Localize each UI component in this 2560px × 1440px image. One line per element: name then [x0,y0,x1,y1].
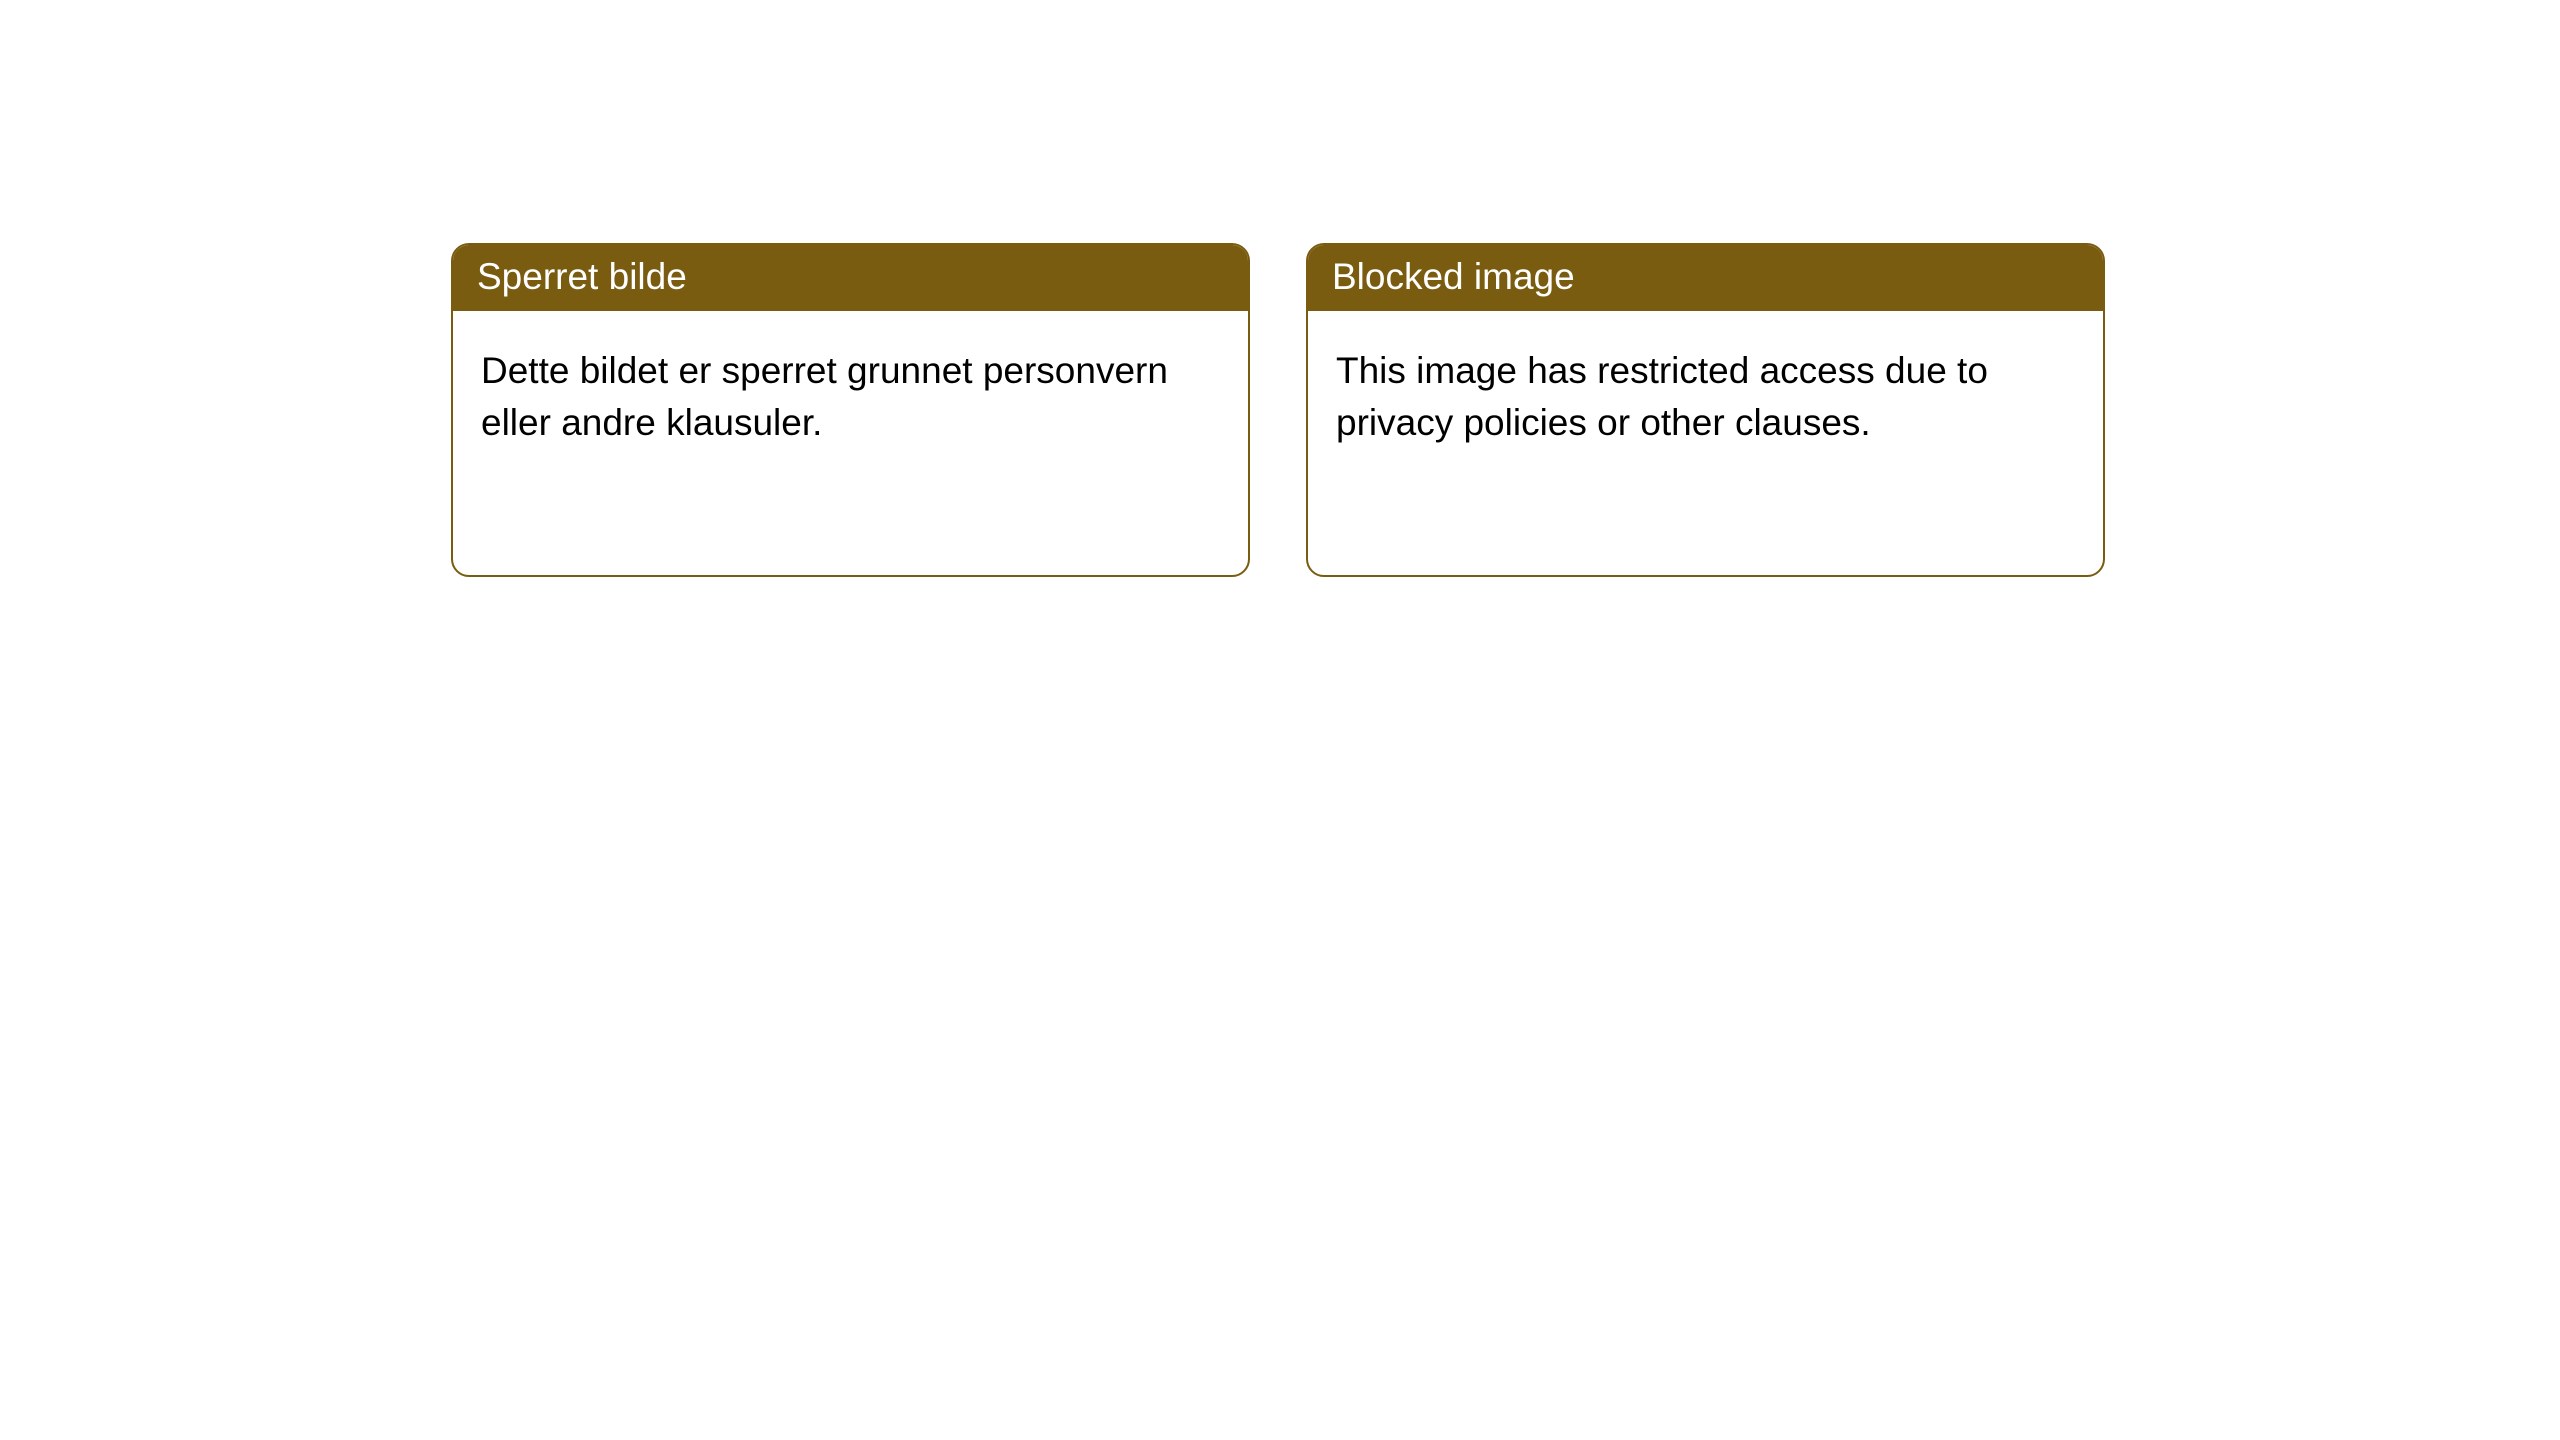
card-title: Sperret bilde [477,256,687,297]
card-title: Blocked image [1332,256,1575,297]
card-body: Dette bildet er sperret grunnet personve… [453,311,1248,477]
notice-card-english: Blocked image This image has restricted … [1306,243,2105,577]
card-body-text: Dette bildet er sperret grunnet personve… [481,350,1168,443]
card-body-text: This image has restricted access due to … [1336,350,1988,443]
notice-card-norwegian: Sperret bilde Dette bildet er sperret gr… [451,243,1250,577]
card-header: Sperret bilde [453,245,1248,311]
notice-container: Sperret bilde Dette bildet er sperret gr… [0,0,2560,577]
card-body: This image has restricted access due to … [1308,311,2103,477]
card-header: Blocked image [1308,245,2103,311]
